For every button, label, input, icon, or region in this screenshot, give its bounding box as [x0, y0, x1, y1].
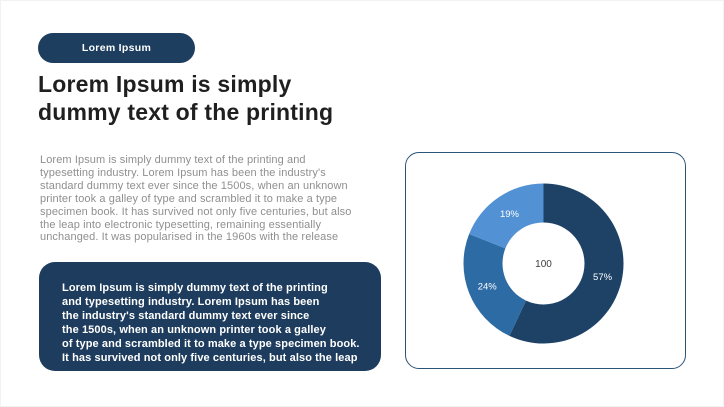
- text-line: standard dummy text ever since the 1500s…: [40, 179, 348, 192]
- donut-slice: [463, 234, 527, 336]
- tag-pill-button[interactable]: Lorem Ipsum: [38, 33, 195, 63]
- text-line: the leap into electronic typesetting, re…: [40, 218, 322, 231]
- text-line: the 1500s, when an unknown printer took …: [62, 323, 326, 336]
- donut-chart: 57% 24% 19% 100: [463, 183, 624, 344]
- highlight-box-text: Lorem Ipsum is simply dummy text of the …: [62, 282, 363, 365]
- chart-card: 57% 24% 19% 100: [405, 152, 686, 369]
- donut-slice: [509, 183, 624, 344]
- slice-value-label: 57%: [593, 272, 613, 283]
- text-line: of type and scrambled it to make a type …: [62, 337, 360, 350]
- text-line: the industry's standard dummy text ever …: [62, 309, 310, 322]
- page-title: Lorem Ipsum is simply dummy text of the p…: [38, 70, 333, 126]
- text-line: Lorem Ipsum is simply dummy text of the …: [40, 154, 306, 166]
- text-line: Lorem Ipsum is simply: [38, 71, 292, 97]
- highlight-box: Lorem Ipsum is simply dummy text of the …: [39, 262, 381, 371]
- slice-value-label: 24%: [478, 281, 498, 292]
- slice-value-label: 19%: [500, 209, 520, 220]
- body-paragraph: Lorem Ipsum is simply dummy text of the …: [40, 154, 352, 244]
- donut-center-total: 100: [535, 259, 552, 270]
- text-line: dummy text of the printing: [38, 99, 334, 125]
- text-line: It has survived not only five centuries,…: [62, 351, 358, 364]
- text-line: printer took a galley of type and scramb…: [40, 192, 338, 205]
- text-line: typesetting industry. Lorem Ipsum has be…: [40, 166, 326, 179]
- text-line: unchanged. It was popularised in the 196…: [40, 231, 339, 244]
- text-line: specimen book. It has survived not only …: [40, 205, 352, 218]
- donut-slice: [469, 183, 544, 249]
- text-line: and typesetting industry. Lorem Ipsum ha…: [62, 295, 320, 308]
- text-line: Lorem Ipsum is simply dummy text of the …: [62, 282, 328, 294]
